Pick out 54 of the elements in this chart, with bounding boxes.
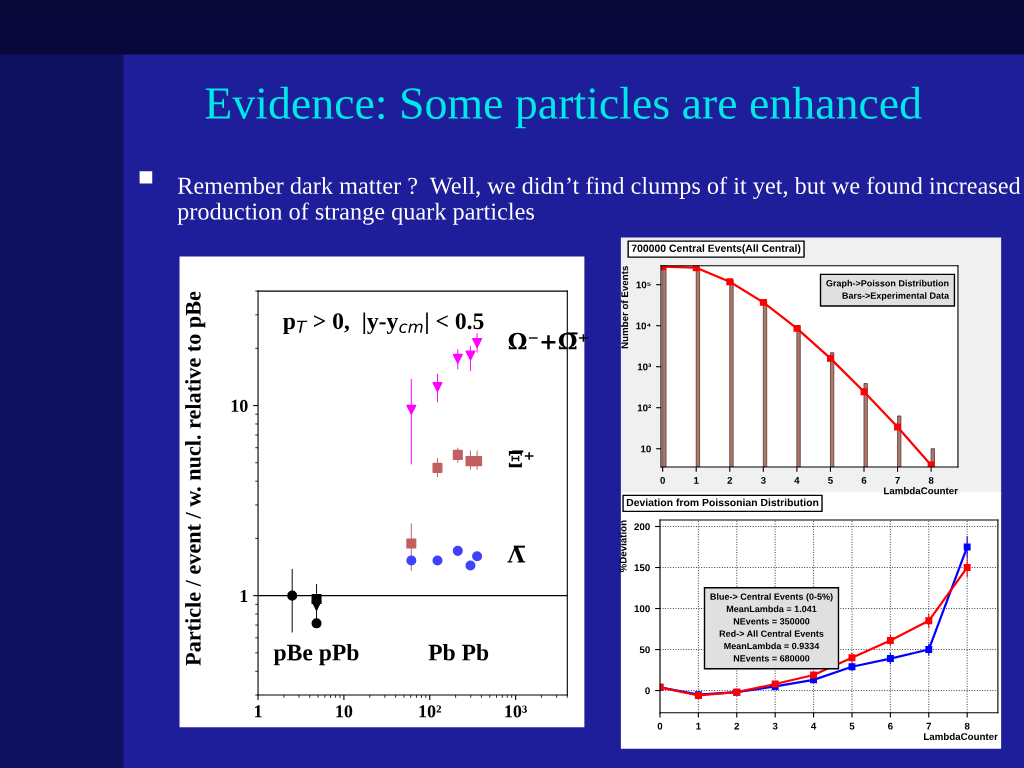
series-label: Ξ̅⁺	[508, 450, 534, 468]
y-tick-label: 10²	[637, 404, 652, 412]
x-tick-label: 2	[727, 476, 733, 484]
y-tick-label: 100	[634, 605, 650, 613]
x-tick-label: 1	[254, 705, 262, 718]
y-axis-title: %Deviation	[619, 520, 627, 573]
x-axis-title: LambdaCounter	[884, 487, 958, 495]
y-tick-label: 10	[641, 445, 651, 453]
x-tick-label: 7	[926, 722, 932, 730]
y-axis-title: Number of Events	[621, 266, 629, 349]
x-tick-label: 3	[772, 722, 778, 730]
y-tick-label: 200	[634, 523, 650, 531]
y-tick-label: 150	[634, 564, 650, 572]
chart-title: Deviation from Poissonian Distribution	[626, 498, 819, 507]
series-label: Λ̅	[507, 545, 526, 563]
annotation: Pb Pb	[428, 643, 489, 661]
x-tick-label: 10	[336, 705, 353, 718]
x-tick-label: 5	[828, 477, 833, 484]
annotation: Blue-> Central Events (0-5%)	[710, 593, 833, 602]
annotation: Bars->Experimental Data	[842, 292, 950, 301]
annotation: p$_{T}$ > 0, |y-y$_{cm}$| < 0.5	[283, 312, 484, 335]
annotation: NEvents = 350000	[733, 618, 810, 625]
x-tick-label: 0	[657, 722, 663, 730]
x-tick-label: 10³	[505, 705, 527, 718]
y-tick-label: 10⁴	[636, 322, 651, 330]
annotation: Graph->Poisson Distribution	[826, 279, 949, 289]
annotation: MeanLambda = 1.041	[726, 605, 817, 613]
y-tick-label: 0	[645, 687, 650, 695]
text: Remember dark matter ? Well, we didn’t find clumps of it yet, but we found increased production of strange quark particles	[177, 176, 1021, 225]
x-tick-label: 8	[928, 476, 934, 484]
annotation: MeanLambda = 0.9334	[724, 642, 820, 650]
y-axis-title: Particle / event / w. nucl. relative to pBe	[185, 291, 206, 666]
annotation: pBe pPb	[273, 643, 359, 666]
x-tick-label: 1	[696, 722, 701, 730]
x-tick-label: 4	[794, 477, 800, 484]
x-tick-label: 8	[964, 722, 970, 730]
x-tick-label: 3	[760, 476, 766, 484]
y-tick-label: 10³	[637, 363, 652, 371]
x-tick-label: 6	[861, 476, 867, 484]
y-tick-label: 50	[639, 646, 650, 654]
text: Evidence: Some particles are enhanced	[205, 86, 922, 129]
annotation: Red-> All Central Events	[719, 630, 824, 637]
x-tick-label: 5	[849, 722, 855, 730]
x-axis-title: LambdaCounter	[924, 732, 998, 741]
x-tick-label: 4	[811, 722, 817, 730]
x-tick-label: 1	[694, 477, 699, 484]
annotation: NEvents = 680000	[733, 655, 810, 662]
x-tick-label: 2	[734, 722, 740, 730]
y-tick-label: 10⁵	[636, 281, 651, 289]
x-tick-label: 7	[895, 477, 900, 484]
x-tick-label: 0	[660, 476, 665, 484]
x-tick-label: 6	[888, 722, 893, 730]
chart-title: 700000 Central Events(All Central)	[631, 244, 801, 254]
x-tick-label: 10²	[419, 705, 442, 718]
